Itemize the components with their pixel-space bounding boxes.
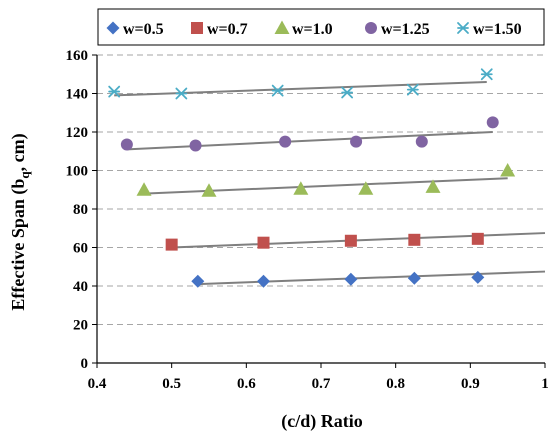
legend-entry-2: w=1.0	[274, 20, 333, 38]
y-tick-label-20: 20	[73, 318, 88, 334]
x-tick-label-0.6: 0.6	[237, 376, 256, 392]
x-tick-label-0.8: 0.8	[386, 376, 405, 392]
x-tick-label-0.5: 0.5	[162, 376, 181, 392]
legend-marker-3	[365, 22, 377, 34]
data-point-s3-p0	[120, 138, 133, 151]
y-tick-label-0: 0	[81, 356, 89, 372]
data-point-s0-p0	[191, 274, 205, 288]
axes	[92, 54, 546, 368]
legend-label-1: w=0.7	[207, 21, 248, 38]
data-point-s3-p5	[486, 116, 499, 129]
data-point-s4-p2	[271, 84, 284, 97]
data-point-s4-p5	[480, 68, 493, 81]
legend-entry-3: w=1.25	[365, 21, 430, 38]
x-tick-label-0.4: 0.4	[88, 376, 107, 392]
y-axis-title-subscript: q	[17, 171, 32, 179]
data-point-s2-p3	[358, 181, 374, 195]
y-tick-label-160: 160	[66, 48, 89, 64]
data-point-s0-p4	[471, 270, 485, 284]
data-point-s1-p4	[471, 232, 484, 245]
x-tick-labels: 0.4 0.5 0.6 0.7 0.8 0.9 1	[88, 376, 549, 392]
x-tick-label-0.9: 0.9	[461, 376, 480, 392]
y-tick-label-80: 80	[73, 202, 88, 218]
y-axis-title-main: Effective Span (b	[8, 179, 29, 311]
legend-label-4: w=1.50	[473, 21, 522, 38]
data-point-s1-p1	[257, 236, 270, 249]
trendline-3	[126, 131, 493, 151]
legend-box	[97, 8, 545, 46]
legend-marker-0	[106, 21, 120, 35]
y-axis-title-tail: , cm)	[8, 133, 29, 171]
data-point-s1-p0	[165, 238, 178, 251]
legend-label-2: w=1.0	[292, 21, 333, 38]
x-tick-label-1: 1	[541, 376, 549, 392]
data-point-s2-p0	[136, 182, 152, 196]
legend-entry-1: w=0.7	[191, 21, 248, 38]
data-point-s4-p0	[108, 85, 121, 98]
data-point-s4-p3	[341, 86, 354, 99]
y-axis-title: Effective Span (bq, cm)	[8, 133, 32, 310]
data-point-s4-p4	[406, 83, 419, 96]
trendline-0	[197, 270, 546, 286]
legend: w=0.5 w=0.7 w=1.0 w=1.25 w=1.50	[106, 20, 522, 38]
data-point-s2-p2	[293, 181, 309, 195]
y-tick-label-40: 40	[73, 279, 88, 295]
legend-entry-0: w=0.5	[106, 21, 164, 38]
legend-marker-4	[457, 22, 469, 34]
data-markers	[108, 68, 516, 288]
data-point-s0-p3	[407, 271, 421, 285]
y-tick-label-140: 140	[66, 87, 89, 103]
x-axis-title: (c/d) Ratio	[281, 411, 362, 432]
data-point-s2-p1	[201, 183, 217, 197]
y-tick-labels: 0 20 40 60 80 100 120 140 160	[66, 48, 89, 372]
data-point-s2-p5	[500, 163, 516, 177]
y-tick-label-120: 120	[66, 125, 89, 141]
y-tick-label-60: 60	[73, 241, 88, 257]
legend-marker-2	[274, 20, 290, 34]
legend-label-3: w=1.25	[381, 21, 430, 38]
data-point-s1-p3	[408, 233, 421, 246]
x-tick-label-0.7: 0.7	[312, 376, 331, 392]
y-tick-label-100: 100	[66, 164, 89, 180]
data-point-s0-p2	[344, 272, 358, 286]
legend-marker-1	[191, 22, 203, 34]
legend-entry-4: w=1.50	[457, 21, 522, 38]
data-point-s3-p1	[189, 139, 202, 152]
data-point-s1-p2	[344, 234, 357, 247]
data-point-s3-p3	[350, 135, 363, 148]
data-point-s0-p1	[257, 274, 271, 288]
data-point-s2-p4	[425, 179, 441, 193]
data-point-s3-p2	[279, 135, 292, 148]
data-point-s4-p1	[175, 87, 188, 100]
trendline-2	[143, 177, 508, 195]
legend-label-0: w=0.5	[123, 21, 164, 38]
data-point-s3-p4	[415, 135, 428, 148]
